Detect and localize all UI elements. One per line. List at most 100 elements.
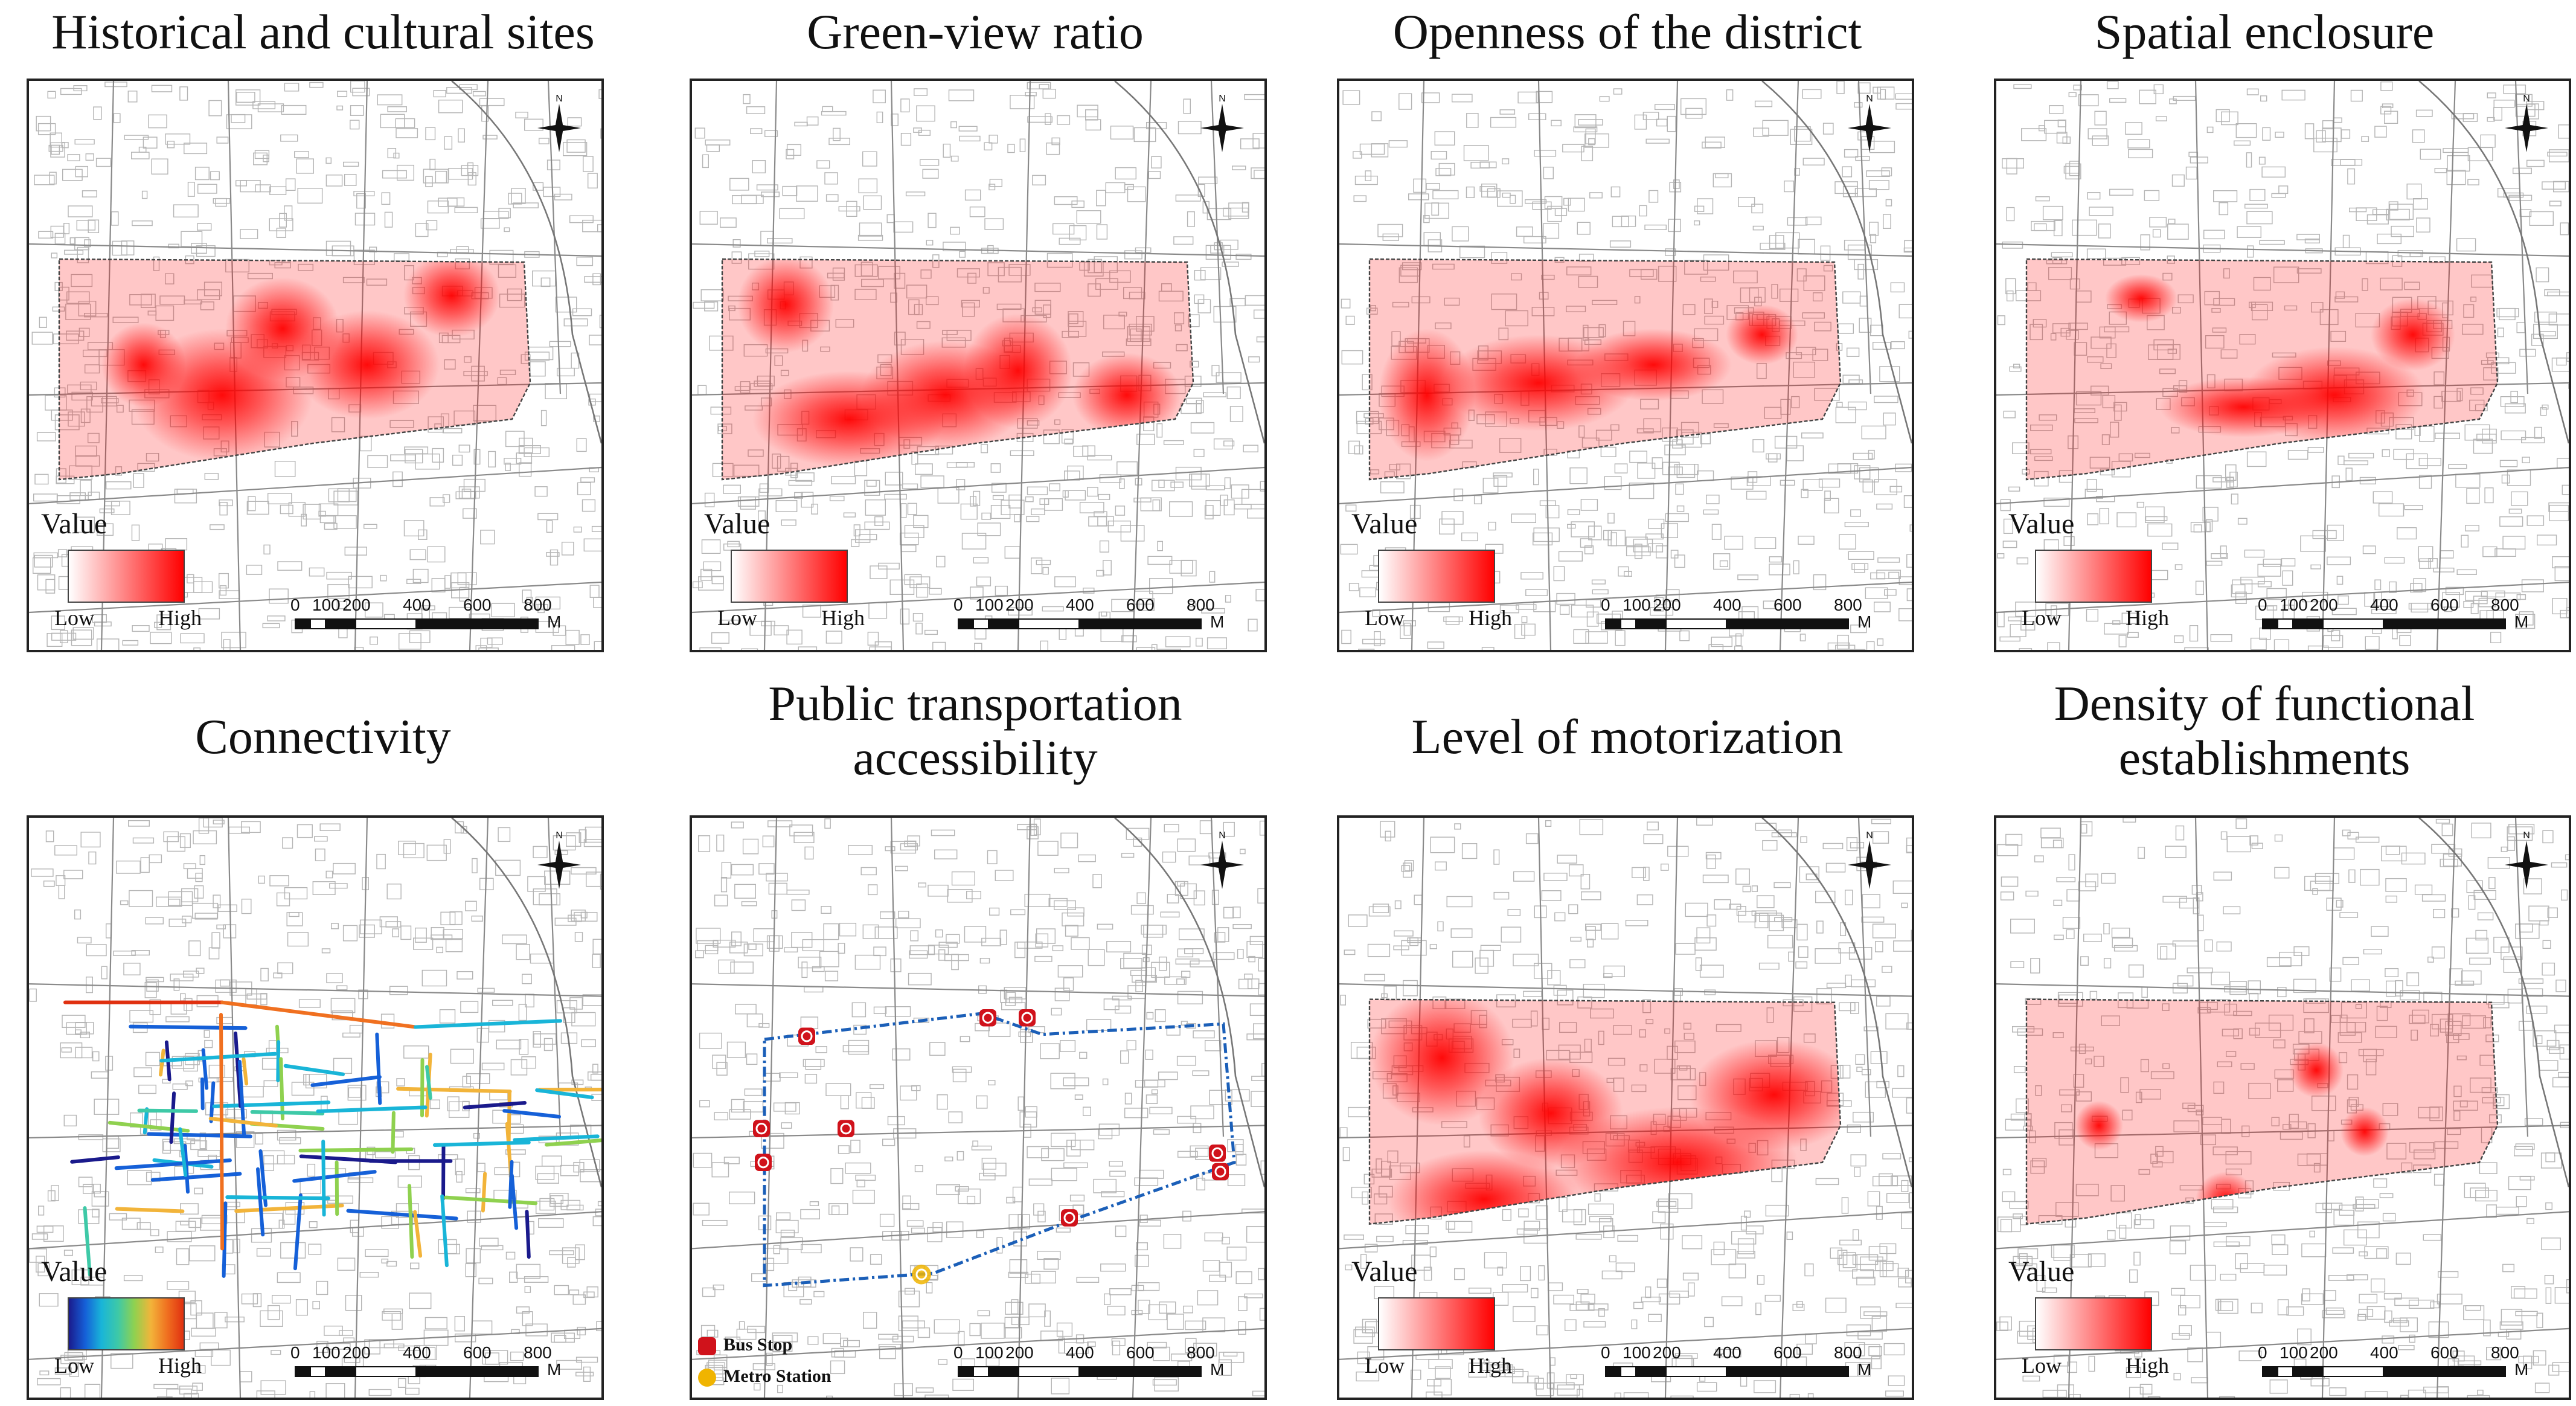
value-legend: Value Low High — [1348, 507, 1512, 634]
legend-color-ramp — [68, 550, 185, 603]
network-segment — [425, 1065, 432, 1100]
scale-tick-label: 400 — [1713, 1343, 1741, 1362]
network-segment — [256, 1167, 265, 1237]
scale-bar-segment — [1635, 1366, 1668, 1377]
scale-bar-segment — [1665, 1366, 1728, 1377]
network-segment — [242, 1057, 249, 1086]
legend-color-ramp — [68, 1297, 185, 1350]
scale-tick-label: 600 — [463, 595, 492, 614]
map-openness: Value Low High 0 100 200 400 600 800 M N — [1337, 79, 1914, 652]
scale-unit-label: M — [1857, 1360, 1872, 1379]
map-density: Value Low High 0 100 200 400 600 800 M N — [1994, 815, 2571, 1400]
network-segment — [83, 1206, 92, 1277]
scale-tick-label: 200 — [1653, 1343, 1681, 1362]
network-segment — [212, 1100, 331, 1108]
map-canvas — [692, 81, 1264, 650]
scale-tick-label: 600 — [1773, 1343, 1802, 1362]
panel-title-motorization: Level of motorization — [1411, 709, 1844, 764]
north-label: N — [1866, 830, 1873, 841]
heat-layer — [722, 259, 1193, 480]
north-arrow-icon: N — [1198, 93, 1246, 153]
network-segment — [178, 1127, 188, 1177]
north-label: N — [556, 94, 563, 104]
legend-high-label: High — [1469, 606, 1512, 630]
scale-tick-label: 100 — [2280, 595, 2308, 614]
bus-stop-icon — [979, 1009, 996, 1027]
scale-tick-label: 200 — [1653, 595, 1681, 614]
scale-bar-segment — [2383, 1366, 2446, 1377]
scale-tick-label: 800 — [1187, 595, 1215, 614]
north-arrow-icon: N — [1198, 830, 1246, 890]
connectivity-network — [63, 1000, 601, 1278]
bus-stop-icon — [753, 1120, 770, 1137]
scale-bar-segment — [1786, 618, 1849, 629]
network-segment — [143, 1107, 149, 1135]
heat-hotspot — [2162, 1258, 2217, 1314]
legend-color-ramp — [1378, 1297, 1495, 1350]
heat-hotspot — [1726, 304, 1798, 365]
network-segment — [432, 1140, 531, 1148]
network-segment — [222, 1201, 228, 1278]
bus-stop-icon — [755, 1154, 772, 1171]
map-motorization: Value Low High 0 100 200 400 600 800 M N — [1337, 815, 1914, 1400]
north-arrow-icon: N — [2502, 830, 2551, 890]
scale-bar-segment — [355, 1366, 418, 1377]
heat-hotspot — [2289, 1042, 2344, 1098]
map-canvas — [1996, 818, 2569, 1398]
network-segment — [375, 1032, 382, 1105]
scale-bar-segment — [355, 618, 418, 629]
scale-tick-label: 800 — [2491, 1343, 2519, 1362]
scale-bar-segment — [325, 1366, 357, 1377]
heat-hotspot — [2341, 1106, 2389, 1157]
value-legend: Value Low High — [700, 507, 865, 634]
heat-hotspot — [2105, 274, 2177, 323]
base-map — [693, 818, 1264, 1398]
scale-tick-label: 100 — [1623, 595, 1651, 614]
legend-high-label: High — [2126, 1353, 2169, 1378]
scale-tick-label: 600 — [1773, 595, 1802, 614]
bus-stop-icon — [798, 1027, 815, 1045]
heat-hotspot — [2244, 347, 2425, 443]
district-boundary — [1368, 258, 1842, 481]
scale-unit-label: M — [1857, 612, 1872, 631]
network-segment — [234, 1031, 243, 1108]
map-historical: Value Low High 0 100 200 400 600 800 M N — [27, 79, 604, 652]
legend-color-ramp — [731, 550, 848, 603]
network-segment — [510, 1173, 519, 1230]
network-segment — [444, 1195, 538, 1205]
scale-bar-segment — [1139, 1366, 1202, 1377]
scale-bar-segment — [415, 1366, 478, 1377]
scale-tick-label: 400 — [1066, 595, 1094, 614]
road-network — [1339, 818, 1912, 1398]
scale-tick-label: 0 — [953, 595, 963, 614]
scale-bar-segment — [1726, 618, 1789, 629]
scale-tick-label: 100 — [2280, 1343, 2308, 1362]
scale-tick-label: 600 — [2430, 595, 2459, 614]
legend-value-label: Value — [2008, 508, 2075, 540]
network-segment — [250, 1109, 325, 1115]
map-green-view: Value Low High 0 100 200 400 600 800 M N — [690, 79, 1267, 652]
legend-low-label: Low — [2022, 606, 2062, 630]
scale-tick-label: 600 — [463, 1343, 492, 1362]
scale-tick-label: 800 — [1187, 1343, 1215, 1362]
legend-high-label: High — [158, 1353, 202, 1378]
legend-color-ramp — [2035, 1297, 2152, 1350]
scale-tick-label: 200 — [342, 595, 371, 614]
network-segment — [283, 1064, 345, 1076]
scale-bar-segment — [1139, 618, 1202, 629]
heat-hotspot — [1370, 999, 1514, 1126]
heat-hotspot — [132, 329, 313, 461]
heat-layer — [1370, 999, 1841, 1224]
poi-legend-label: Metro Station — [723, 1366, 831, 1386]
scale-tick-label: 0 — [2258, 595, 2267, 614]
north-arrow-icon: N — [535, 93, 583, 153]
network-segment — [129, 1024, 248, 1030]
heat-hotspot — [1442, 335, 1635, 431]
legend-low-label: Low — [54, 1353, 94, 1378]
scale-unit-label: M — [547, 1360, 562, 1379]
network-segment — [209, 1081, 216, 1123]
scale-tick-label: 800 — [1834, 1343, 1862, 1362]
scale-tick-label: 100 — [312, 595, 341, 614]
district-boundary — [2025, 998, 2499, 1225]
scale-bar-segment — [988, 1366, 1020, 1377]
